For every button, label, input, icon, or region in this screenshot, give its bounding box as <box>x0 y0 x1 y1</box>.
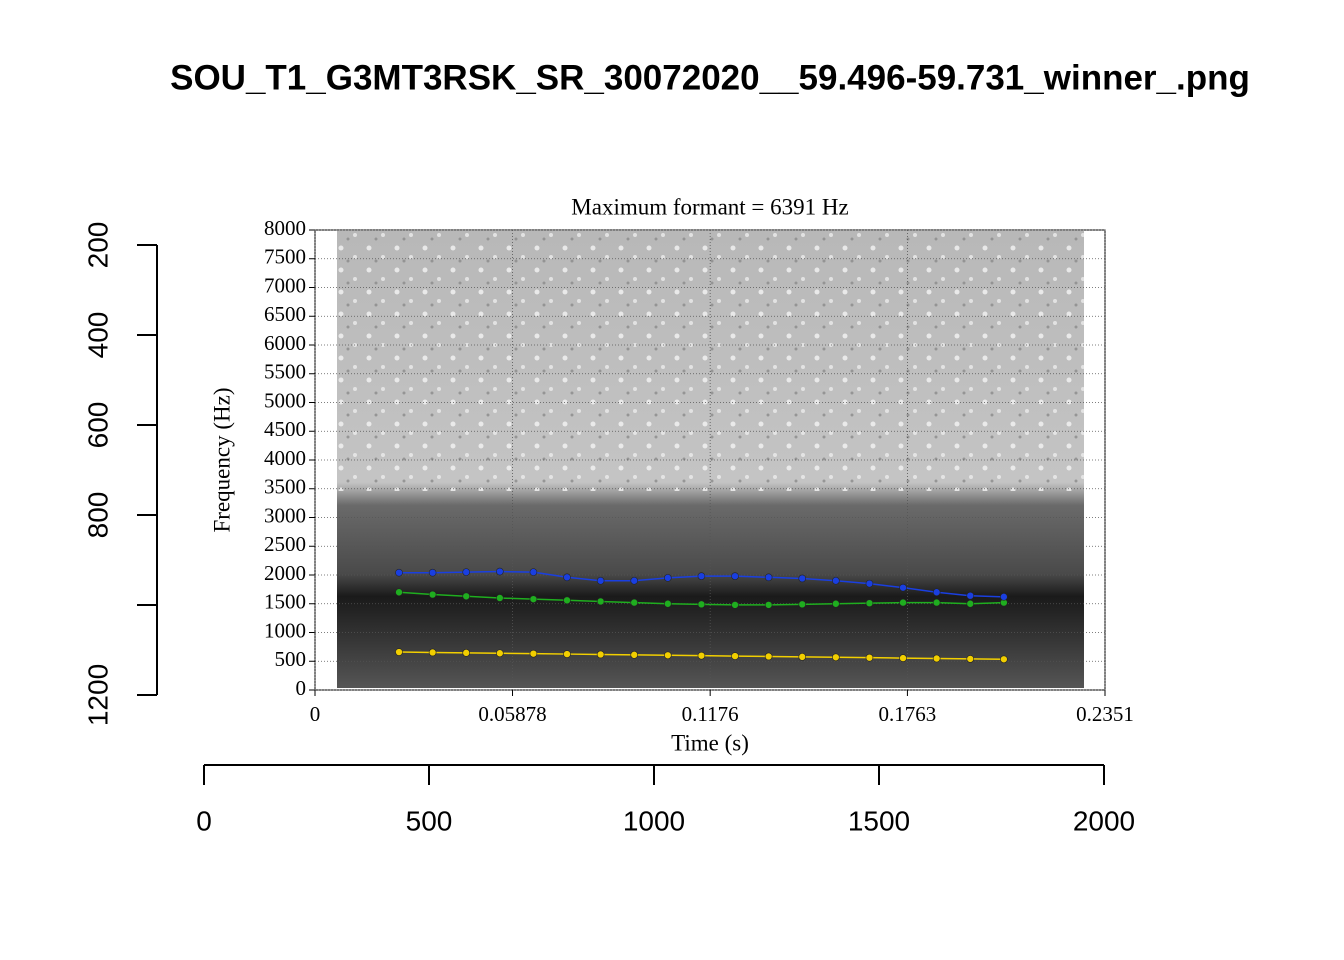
formant-point <box>395 588 403 597</box>
spectrogram-texture <box>337 231 1084 491</box>
y-tick-label: 7500 <box>264 245 306 269</box>
formant-point <box>798 653 807 661</box>
formant-point <box>932 654 941 663</box>
formant-point <box>630 598 639 607</box>
y-tick-label: 800 <box>82 492 113 539</box>
formant-point <box>832 576 840 585</box>
formant-point <box>596 597 605 606</box>
y-tick-label: 7000 <box>264 273 306 297</box>
x-tick-label: 1500 <box>848 805 910 836</box>
formant-point <box>832 653 840 662</box>
y-tick-label: 200 <box>82 222 113 269</box>
formant-point <box>731 601 739 609</box>
x-tick-label: 500 <box>406 805 453 836</box>
y-axis-label: Frequency (Hz) <box>209 388 234 533</box>
y-tick-label: 400 <box>82 312 113 359</box>
formant-point <box>932 598 941 607</box>
formant-point <box>966 599 975 608</box>
formant-point <box>630 576 639 585</box>
formant-point <box>395 568 403 577</box>
formant-point <box>865 653 874 662</box>
y-tick-label: 600 <box>82 402 113 449</box>
formant-point <box>899 598 907 607</box>
formant-point <box>428 590 437 599</box>
formant-point <box>462 649 471 657</box>
y-tick-label: 8000 <box>264 216 306 240</box>
y-tick-label: 6500 <box>264 302 306 326</box>
formant-point <box>899 583 907 592</box>
formant-point <box>731 572 739 580</box>
formant-point <box>664 574 672 582</box>
formant-point <box>764 573 773 582</box>
chart-title: SOU_T1_G3MT3RSK_SR_30072020__59.496-59.7… <box>170 58 1250 97</box>
x-tick-label: 0.05878 <box>478 702 546 726</box>
formant-point <box>395 648 403 656</box>
y-tick-label: 5000 <box>264 388 306 412</box>
x-axis-label: Time (s) <box>671 730 749 755</box>
formant-point <box>496 594 504 602</box>
formant-point <box>428 648 437 657</box>
x-tick-label: 0 <box>310 702 321 726</box>
formant-point <box>899 654 907 662</box>
formant-point <box>798 600 807 609</box>
formant-point <box>563 650 571 658</box>
formant-point <box>798 574 807 583</box>
y-tick-label: 1000 <box>264 618 306 642</box>
y-tick-label: 6000 <box>264 331 306 355</box>
formant-point <box>529 595 538 603</box>
y-tick-label: 3000 <box>264 503 306 527</box>
formant-point <box>865 599 874 607</box>
formant-point <box>1000 655 1008 664</box>
formant-point <box>496 649 504 658</box>
x-tick-label: 0.2351 <box>1076 702 1134 726</box>
formant-point <box>664 651 672 660</box>
y-tick-label: 1500 <box>264 590 306 614</box>
y-tick-label: 2000 <box>264 561 306 585</box>
formant-point <box>563 573 571 582</box>
x-tick-label: 0.1176 <box>682 702 739 726</box>
x-tick-label: 1000 <box>623 805 685 836</box>
formant-point <box>865 579 874 588</box>
formant-point <box>1000 593 1008 601</box>
y-tick-label: 2500 <box>264 532 306 556</box>
formant-point <box>731 652 739 660</box>
formant-point <box>697 572 706 580</box>
formant-point <box>932 588 941 597</box>
formant-point <box>630 651 639 659</box>
formant-point <box>529 568 538 576</box>
y-tick-label: 4500 <box>264 417 306 441</box>
formant-point <box>596 576 605 585</box>
formant-point <box>966 591 975 600</box>
formant-point <box>764 652 773 661</box>
formant-point <box>596 650 605 659</box>
x-tick-label: 2000 <box>1073 805 1135 836</box>
x-tick-label: 0.1763 <box>879 702 937 726</box>
formant-point <box>966 655 975 663</box>
formant-point <box>664 599 672 608</box>
formant-point <box>563 596 571 605</box>
y-tick-label: 5500 <box>264 360 306 384</box>
formant-point <box>428 568 437 577</box>
y-tick-label: 500 <box>275 647 307 671</box>
y-tick-label: 1200 <box>82 664 113 726</box>
y-tick-label: 3500 <box>264 475 306 499</box>
formant-point <box>496 567 504 576</box>
y-tick-label: 4000 <box>264 446 306 470</box>
inset-title: Maximum formant = 6391 Hz <box>571 194 848 219</box>
formant-point <box>764 601 773 609</box>
formant-point <box>697 651 706 660</box>
x-tick-label: 0 <box>196 805 212 836</box>
y-tick-label: 0 <box>296 676 307 700</box>
formant-point <box>697 600 706 609</box>
formant-point <box>529 649 538 658</box>
formant-point <box>462 568 471 576</box>
formant-point <box>462 592 471 601</box>
formant-point <box>832 599 840 608</box>
